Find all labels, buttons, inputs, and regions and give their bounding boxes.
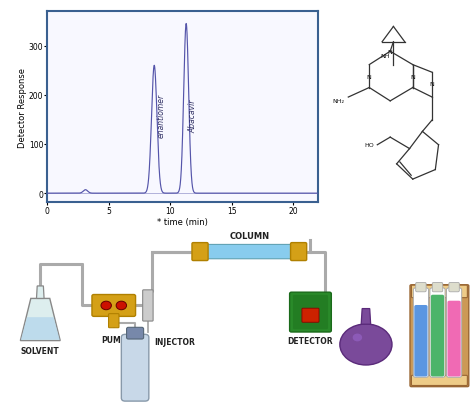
FancyBboxPatch shape — [431, 295, 444, 377]
FancyBboxPatch shape — [432, 283, 443, 292]
Polygon shape — [36, 286, 44, 299]
FancyBboxPatch shape — [121, 335, 149, 401]
Text: COLUMN: COLUMN — [229, 231, 269, 240]
FancyBboxPatch shape — [447, 288, 462, 377]
FancyBboxPatch shape — [416, 283, 426, 292]
Circle shape — [116, 301, 127, 310]
Circle shape — [101, 301, 111, 310]
Text: DETECTOR: DETECTOR — [288, 336, 333, 345]
FancyBboxPatch shape — [430, 288, 445, 377]
Text: CO2: CO2 — [122, 362, 148, 375]
Text: N: N — [430, 82, 435, 87]
FancyBboxPatch shape — [302, 309, 319, 322]
Polygon shape — [361, 309, 371, 324]
FancyBboxPatch shape — [127, 328, 144, 339]
FancyBboxPatch shape — [143, 290, 153, 321]
FancyBboxPatch shape — [411, 286, 467, 298]
Text: N: N — [388, 50, 392, 55]
Text: Abacavir: Abacavir — [188, 99, 197, 132]
FancyBboxPatch shape — [109, 314, 119, 328]
X-axis label: * time (min): * time (min) — [157, 217, 208, 226]
FancyBboxPatch shape — [410, 285, 469, 387]
FancyBboxPatch shape — [293, 295, 328, 329]
Y-axis label: Detector Response: Detector Response — [18, 67, 27, 147]
FancyBboxPatch shape — [447, 301, 461, 377]
Circle shape — [353, 334, 362, 341]
Polygon shape — [21, 318, 60, 340]
Text: NH₂: NH₂ — [333, 99, 345, 104]
Text: SOLVENT: SOLVENT — [21, 346, 60, 355]
FancyBboxPatch shape — [290, 292, 331, 332]
Text: HO: HO — [365, 143, 374, 148]
Text: PUMP: PUMP — [101, 335, 127, 345]
FancyBboxPatch shape — [192, 243, 208, 261]
FancyBboxPatch shape — [449, 283, 459, 292]
FancyBboxPatch shape — [413, 288, 428, 377]
FancyBboxPatch shape — [205, 245, 294, 259]
FancyBboxPatch shape — [291, 243, 307, 261]
FancyBboxPatch shape — [92, 295, 136, 317]
Text: INJECTOR: INJECTOR — [154, 337, 195, 346]
Text: enantiomer: enantiomer — [157, 93, 166, 137]
Polygon shape — [20, 299, 60, 341]
Text: N: N — [410, 75, 415, 79]
Text: NH: NH — [381, 53, 390, 58]
Text: N: N — [367, 75, 372, 79]
Ellipse shape — [340, 324, 392, 365]
FancyBboxPatch shape — [411, 375, 467, 386]
FancyBboxPatch shape — [414, 305, 428, 377]
